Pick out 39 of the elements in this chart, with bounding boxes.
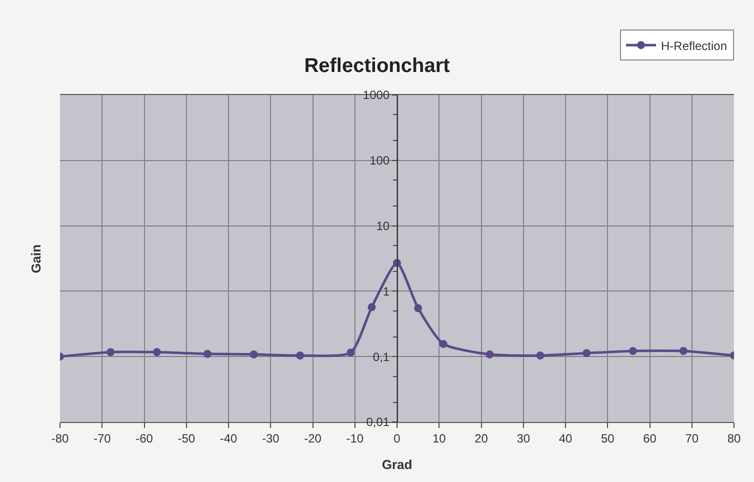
point xyxy=(203,350,212,358)
y-tick-label: 0,1 xyxy=(372,350,390,364)
point xyxy=(536,351,544,360)
point xyxy=(582,349,591,358)
x-tick-label: 40 xyxy=(558,431,572,446)
x-tick-label: -70 xyxy=(93,431,112,446)
point xyxy=(368,303,376,312)
point xyxy=(152,348,161,356)
x-tick-label: 60 xyxy=(643,431,657,446)
x-tick-label: -80 xyxy=(51,431,69,446)
x-tick-label: -20 xyxy=(304,431,322,446)
x-tick-label: -50 xyxy=(178,431,196,446)
point xyxy=(486,350,494,358)
y-tick-label: 1 xyxy=(382,284,390,298)
point xyxy=(250,350,258,358)
x-tick-label: 80 xyxy=(727,431,741,446)
point xyxy=(296,351,304,360)
x-axis-title: Grad xyxy=(382,457,412,472)
x-tick-label: -60 xyxy=(136,431,154,446)
x-tick-label: 10 xyxy=(432,431,446,446)
x-tick-label: 70 xyxy=(685,431,699,446)
x-tick-label: 20 xyxy=(474,431,488,446)
point xyxy=(106,348,115,356)
x-tick-label: -30 xyxy=(262,431,280,446)
y-axis-title: Gain xyxy=(28,244,44,274)
y-tick-label: 10 xyxy=(376,219,390,233)
point xyxy=(414,304,422,312)
point xyxy=(628,346,637,355)
point xyxy=(679,346,688,355)
point xyxy=(346,348,355,357)
point xyxy=(439,340,448,348)
x-tick-label: 50 xyxy=(600,431,615,446)
x-tick-label: 30 xyxy=(516,431,530,446)
legend-label: H-Reflection xyxy=(661,38,728,53)
y-tick-label: 100 xyxy=(370,154,390,168)
x-tick-label: -10 xyxy=(346,431,364,446)
x-tick-label: -40 xyxy=(220,431,238,446)
chart-title: Reflectionchart xyxy=(304,54,450,77)
x-tick-label: 0 xyxy=(394,431,401,446)
